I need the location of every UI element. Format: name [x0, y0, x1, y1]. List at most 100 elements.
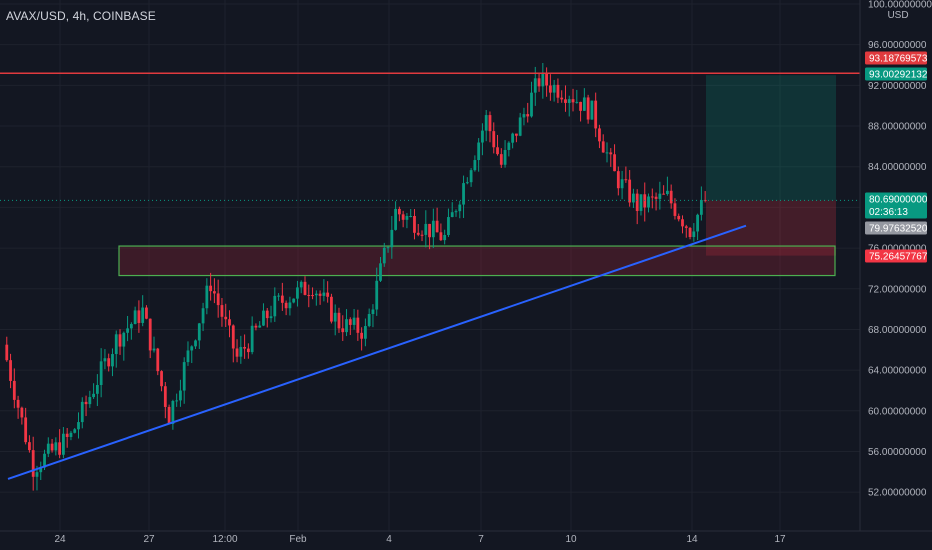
candle-body: [167, 406, 171, 425]
candle-body: [639, 194, 643, 211]
candle-body: [428, 223, 431, 238]
candle-body: [620, 179, 624, 189]
candle-body: [409, 216, 413, 218]
candle-body: [556, 84, 560, 98]
time-axis[interactable]: 24 27 12:00 Feb 4 7 10 14 17: [54, 534, 786, 545]
candle-body: [205, 285, 209, 309]
candle-body: [364, 326, 367, 339]
candle-body: [50, 443, 54, 451]
candle-body: [390, 229, 394, 248]
candle-body: [73, 429, 77, 433]
candle-body: [579, 101, 582, 111]
candle-body: [367, 314, 371, 327]
candle-body: [133, 310, 137, 325]
candle-body: [552, 84, 556, 93]
candle-body: [20, 407, 24, 418]
candle-body: [258, 325, 262, 328]
candle-body: [175, 400, 179, 402]
candle-body: [375, 280, 379, 310]
candle-body: [605, 152, 609, 154]
candle-body: [269, 316, 273, 319]
candle-body: [594, 100, 598, 129]
candle-body: [107, 358, 111, 367]
candle-body: [379, 263, 382, 281]
candle-body: [488, 115, 492, 132]
candle-body: [197, 323, 201, 341]
price-tick-label: 52.00000000: [868, 488, 927, 499]
candle-body: [481, 130, 484, 143]
candle-body: [160, 371, 163, 387]
candle-body: [522, 114, 526, 118]
countdown-label: 02:36:13: [869, 207, 908, 218]
candle-body: [296, 287, 299, 299]
candle-body: [250, 325, 254, 353]
candle-body: [345, 319, 348, 333]
candle-body: [77, 422, 80, 430]
candle-body: [9, 360, 12, 381]
candle-body: [681, 219, 684, 227]
candle-body: [435, 220, 439, 233]
candle-body: [103, 358, 107, 362]
candle-body: [322, 292, 326, 296]
candle-body: [590, 100, 594, 120]
candle-body: [696, 214, 699, 232]
candle-body: [330, 296, 333, 322]
price-label-text: 75.26457767: [869, 252, 928, 263]
candle-body: [469, 170, 473, 183]
candle-body: [443, 234, 447, 241]
candle-body: [145, 307, 148, 319]
candle-body: [420, 234, 424, 236]
candle-body: [265, 310, 269, 319]
candle-body: [228, 319, 231, 326]
candle-body: [545, 72, 548, 86]
price-tick-label: 72.00000000: [868, 284, 927, 295]
candle-body: [35, 472, 39, 477]
candle-body: [431, 220, 435, 238]
candle-body: [307, 294, 311, 296]
candle-body: [673, 203, 677, 216]
candle-body: [277, 295, 280, 297]
candle-body: [530, 92, 533, 117]
candle-body: [99, 361, 103, 386]
candle-body: [186, 350, 190, 363]
candle-body: [477, 142, 481, 161]
candle-body: [677, 215, 681, 220]
candle-body: [511, 133, 515, 143]
price-label-text: 93.00292132: [869, 70, 928, 81]
candle-body: [318, 293, 322, 296]
candle-body: [28, 442, 31, 451]
candle-body: [356, 317, 360, 333]
candle-body: [662, 193, 666, 195]
candle-body: [571, 99, 575, 103]
candle-body: [503, 149, 507, 165]
candle-body: [126, 328, 129, 333]
candle-body: [62, 433, 65, 455]
candle-body: [152, 348, 156, 351]
candles: [5, 63, 707, 491]
candle-body: [601, 141, 605, 153]
candle-body: [582, 97, 586, 111]
candle-body: [397, 208, 401, 215]
candle-body: [84, 401, 88, 405]
price-label-box: [865, 67, 927, 81]
candle-body: [137, 310, 141, 323]
candle-body: [692, 231, 696, 238]
price-tick-label: 64.00000000: [868, 366, 927, 377]
candle-body: [141, 307, 145, 323]
candle-body: [526, 114, 530, 117]
candle-body: [499, 154, 503, 165]
candle-body: [703, 200, 707, 202]
candle-body: [632, 193, 635, 203]
candle-body: [80, 401, 84, 423]
candle-body: [254, 325, 258, 328]
candle-body: [586, 97, 590, 120]
price-tick-label: 100.00000000: [868, 0, 932, 11]
price-label-text: 93.18769573: [869, 54, 928, 65]
candle-body: [284, 302, 288, 309]
target-zone: [706, 75, 836, 201]
candle-body: [424, 223, 428, 235]
candle-body: [299, 281, 303, 288]
price-tick-label: 96.00000000: [868, 40, 927, 51]
chart-zones: [118, 75, 836, 277]
